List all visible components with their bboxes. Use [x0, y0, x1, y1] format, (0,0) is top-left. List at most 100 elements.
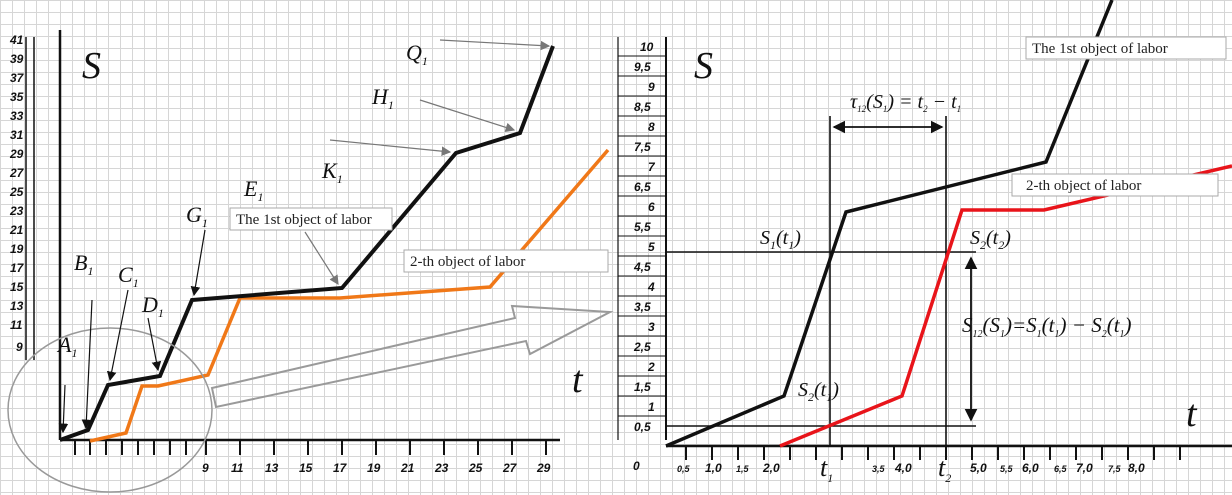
- right-y-tick: 7: [648, 160, 656, 174]
- left-y-tick: 9: [16, 340, 23, 354]
- right-y-tick: 2: [647, 360, 655, 374]
- left-y-tick: 31: [10, 128, 24, 142]
- point-label-a1: A1: [56, 332, 77, 360]
- right-x-tick: 7,0: [1076, 461, 1093, 475]
- right-y-tick: 4,5: [633, 260, 651, 274]
- point-label-g1: G1: [186, 202, 208, 230]
- right-y-tick: 9: [648, 80, 655, 94]
- zoom-arrow: [210, 304, 614, 409]
- s2t1-label: S2(t1): [798, 379, 839, 404]
- left-y-tick: 21: [9, 223, 24, 237]
- right-y-tick: 8: [648, 120, 655, 134]
- right-y-tick: 0,5: [634, 420, 651, 434]
- right-y-tick: 9,5: [634, 60, 651, 74]
- left-x-tick: 27: [502, 461, 518, 475]
- right-y-tick: 4: [647, 280, 655, 294]
- point-label-d1: D1: [141, 292, 164, 320]
- right-y-tick: 6: [648, 200, 655, 214]
- left-y-tick-column: 41 39 37 35 33 31 29 27 25 23 21 19 17 1…: [9, 33, 35, 360]
- s12-formula: S12(S1)=S1(t1) − S2(t1): [962, 313, 1132, 340]
- left-pointer-arrows: [58, 39, 551, 434]
- right-x-tick: 7,5: [1108, 464, 1122, 474]
- left-y-tick: 23: [9, 204, 24, 218]
- left-curve-second-object: [89, 148, 610, 443]
- left-y-tick: 35: [10, 90, 24, 104]
- left-x-tick: 15: [299, 461, 313, 475]
- left-x-tick: 13: [265, 461, 279, 475]
- right-x-tick: 6,0: [1022, 461, 1039, 475]
- s1t1-label: S1(t1): [760, 227, 801, 252]
- right-x-tick: 5,0: [970, 461, 987, 475]
- left-first-object-label: The 1st object of labor: [236, 212, 372, 228]
- left-y-tick: 19: [10, 242, 24, 256]
- tau-formula: τ12(S1) = t2 − t1: [850, 91, 961, 114]
- t2-label: t2: [938, 453, 951, 485]
- left-first-object-box: [229, 207, 393, 231]
- right-panel: 10 9,5 9 8,5 8 7,5 7 6,5 6 5,5 5 4,5 4 3…: [617, 0, 1232, 485]
- left-y-tick: 41: [9, 33, 24, 47]
- right-second-object-box: [1011, 173, 1219, 197]
- right-x-tick-marks: [685, 446, 1181, 460]
- right-y-tick: 3: [648, 320, 655, 334]
- left-x-tick: 11: [231, 461, 244, 475]
- right-x-tick: 8,0: [1128, 461, 1145, 475]
- left-y-tick: 17: [10, 261, 25, 275]
- right-y-tick: 5: [648, 240, 655, 254]
- right-curve-first-object: [665, 0, 1114, 448]
- left-y-tick: 37: [10, 71, 25, 85]
- left-y-tick: 15: [10, 280, 24, 294]
- right-y-tick-column: 10 9,5 9 8,5 8 7,5 7 6,5 6 5,5 5 4,5 4 3…: [617, 37, 667, 440]
- right-y-tick: 10: [640, 40, 654, 54]
- right-x-tick: 3,5: [872, 464, 886, 474]
- right-origin-label: 0: [633, 459, 640, 473]
- right-x-tick: 6,5: [1054, 464, 1068, 474]
- right-first-object-label: The 1st object of labor: [1032, 41, 1168, 57]
- left-panel: 41 39 37 35 33 31 29 27 25 23 21 19 17 1…: [7, 30, 614, 493]
- left-y-tick: 11: [10, 318, 23, 332]
- right-x-tick: 1,0: [705, 461, 722, 475]
- left-x-tick: 9: [202, 461, 209, 475]
- right-y-tick: 5,5: [634, 220, 651, 234]
- left-x-axis-label: t: [572, 359, 584, 401]
- right-second-object-label: 2-th object of labor: [1026, 178, 1141, 194]
- left-y-tick: 27: [9, 166, 25, 180]
- left-curve-first-object: [59, 45, 555, 442]
- left-x-tick: 29: [536, 461, 551, 475]
- right-x-tick: 2,0: [762, 461, 780, 475]
- point-label-q1: Q1: [406, 40, 428, 68]
- right-x-tick: 4,0: [894, 461, 912, 475]
- right-y-tick: 1,5: [634, 380, 651, 394]
- left-y-tick: 33: [10, 109, 24, 123]
- right-guide-lines: [666, 116, 976, 446]
- right-first-object-box: [1025, 36, 1227, 60]
- right-y-tick: 3,5: [634, 300, 651, 314]
- point-label-c1: C1: [118, 262, 139, 290]
- right-x-tick: 1,5: [736, 464, 750, 474]
- right-y-tick: 1: [648, 400, 655, 414]
- right-y-tick: 7,5: [634, 140, 651, 154]
- left-y-tick: 25: [9, 185, 24, 199]
- right-y-tick: 6,5: [634, 180, 651, 194]
- right-y-axis-label: S: [694, 45, 713, 87]
- left-x-tick: 17: [333, 461, 348, 475]
- point-label-h1: H1: [371, 84, 394, 112]
- t1-label: t1: [820, 453, 833, 485]
- left-x-tick: 19: [367, 461, 381, 475]
- left-x-tick: 23: [434, 461, 449, 475]
- left-x-tick: 25: [468, 461, 483, 475]
- right-curve-second-object: [779, 164, 1232, 448]
- left-y-tick: 29: [9, 147, 24, 161]
- left-y-tick: 13: [10, 299, 24, 313]
- left-second-object-label: 2-th object of labor: [410, 254, 525, 270]
- left-x-tick: 21: [400, 461, 415, 475]
- zoom-ellipse: [7, 327, 213, 493]
- left-y-axis-label: S: [82, 45, 101, 87]
- point-label-k1: K1: [321, 158, 343, 186]
- right-y-tick: 2,5: [633, 340, 651, 354]
- right-y-tick: 8,5: [634, 100, 651, 114]
- left-second-object-box: [403, 249, 609, 273]
- left-x-tick-marks: [74, 440, 547, 455]
- point-label-e1: E1: [243, 176, 263, 204]
- point-label-b1: B1: [74, 250, 93, 278]
